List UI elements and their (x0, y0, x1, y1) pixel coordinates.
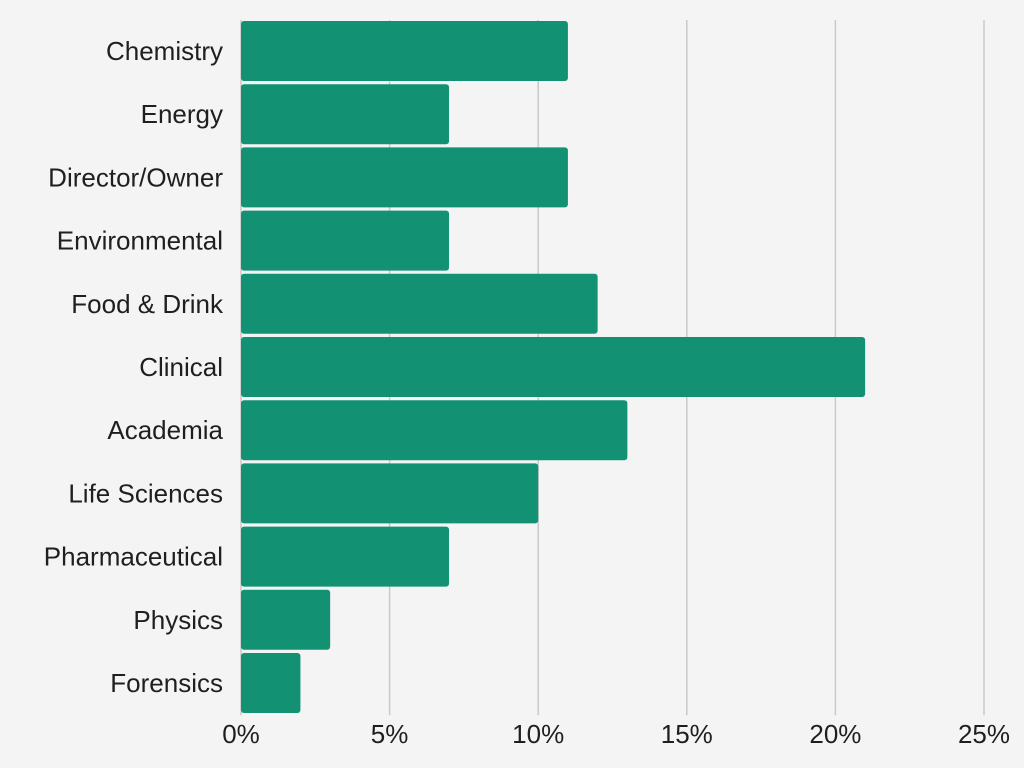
bar-director-owner (241, 147, 568, 208)
bar-academia (241, 400, 628, 461)
category-label-life-sciences: Life Sciences (68, 478, 223, 508)
bar-food-drink (241, 273, 598, 334)
bar-environmental (241, 210, 450, 271)
x-tick-label: 20% (809, 719, 861, 749)
x-tick-label: 15% (661, 719, 713, 749)
bar-clinical (241, 337, 866, 397)
x-tick-labels: 0% 5% 10% 15% 20% 25% (222, 719, 1010, 749)
bar-pharmaceutical (241, 526, 450, 587)
category-label-environmental: Environmental (57, 226, 223, 256)
category-label-food-drink: Food & Drink (71, 289, 224, 319)
category-label-director-owner: Director/Owner (48, 162, 223, 192)
category-label-chemistry: Chemistry (106, 36, 223, 66)
bar-forensics (241, 653, 301, 713)
x-tick-label: 5% (371, 719, 409, 749)
x-tick-label: 25% (958, 719, 1010, 749)
bars (241, 21, 866, 713)
bar-chemistry (241, 21, 568, 81)
category-labels: Chemistry Energy Director/Owner Environment… (44, 36, 224, 698)
bar-physics (241, 589, 331, 650)
bar-life-sciences (241, 463, 539, 524)
x-tick-label: 10% (512, 719, 564, 749)
category-label-pharmaceutical: Pharmaceutical (44, 542, 223, 572)
x-tick-label: 0% (222, 719, 260, 749)
category-label-academia: Academia (107, 415, 223, 445)
category-label-clinical: Clinical (139, 352, 223, 382)
category-label-energy: Energy (141, 99, 223, 129)
category-label-forensics: Forensics (110, 668, 223, 698)
bar-energy (241, 84, 450, 145)
category-label-physics: Physics (133, 605, 223, 635)
